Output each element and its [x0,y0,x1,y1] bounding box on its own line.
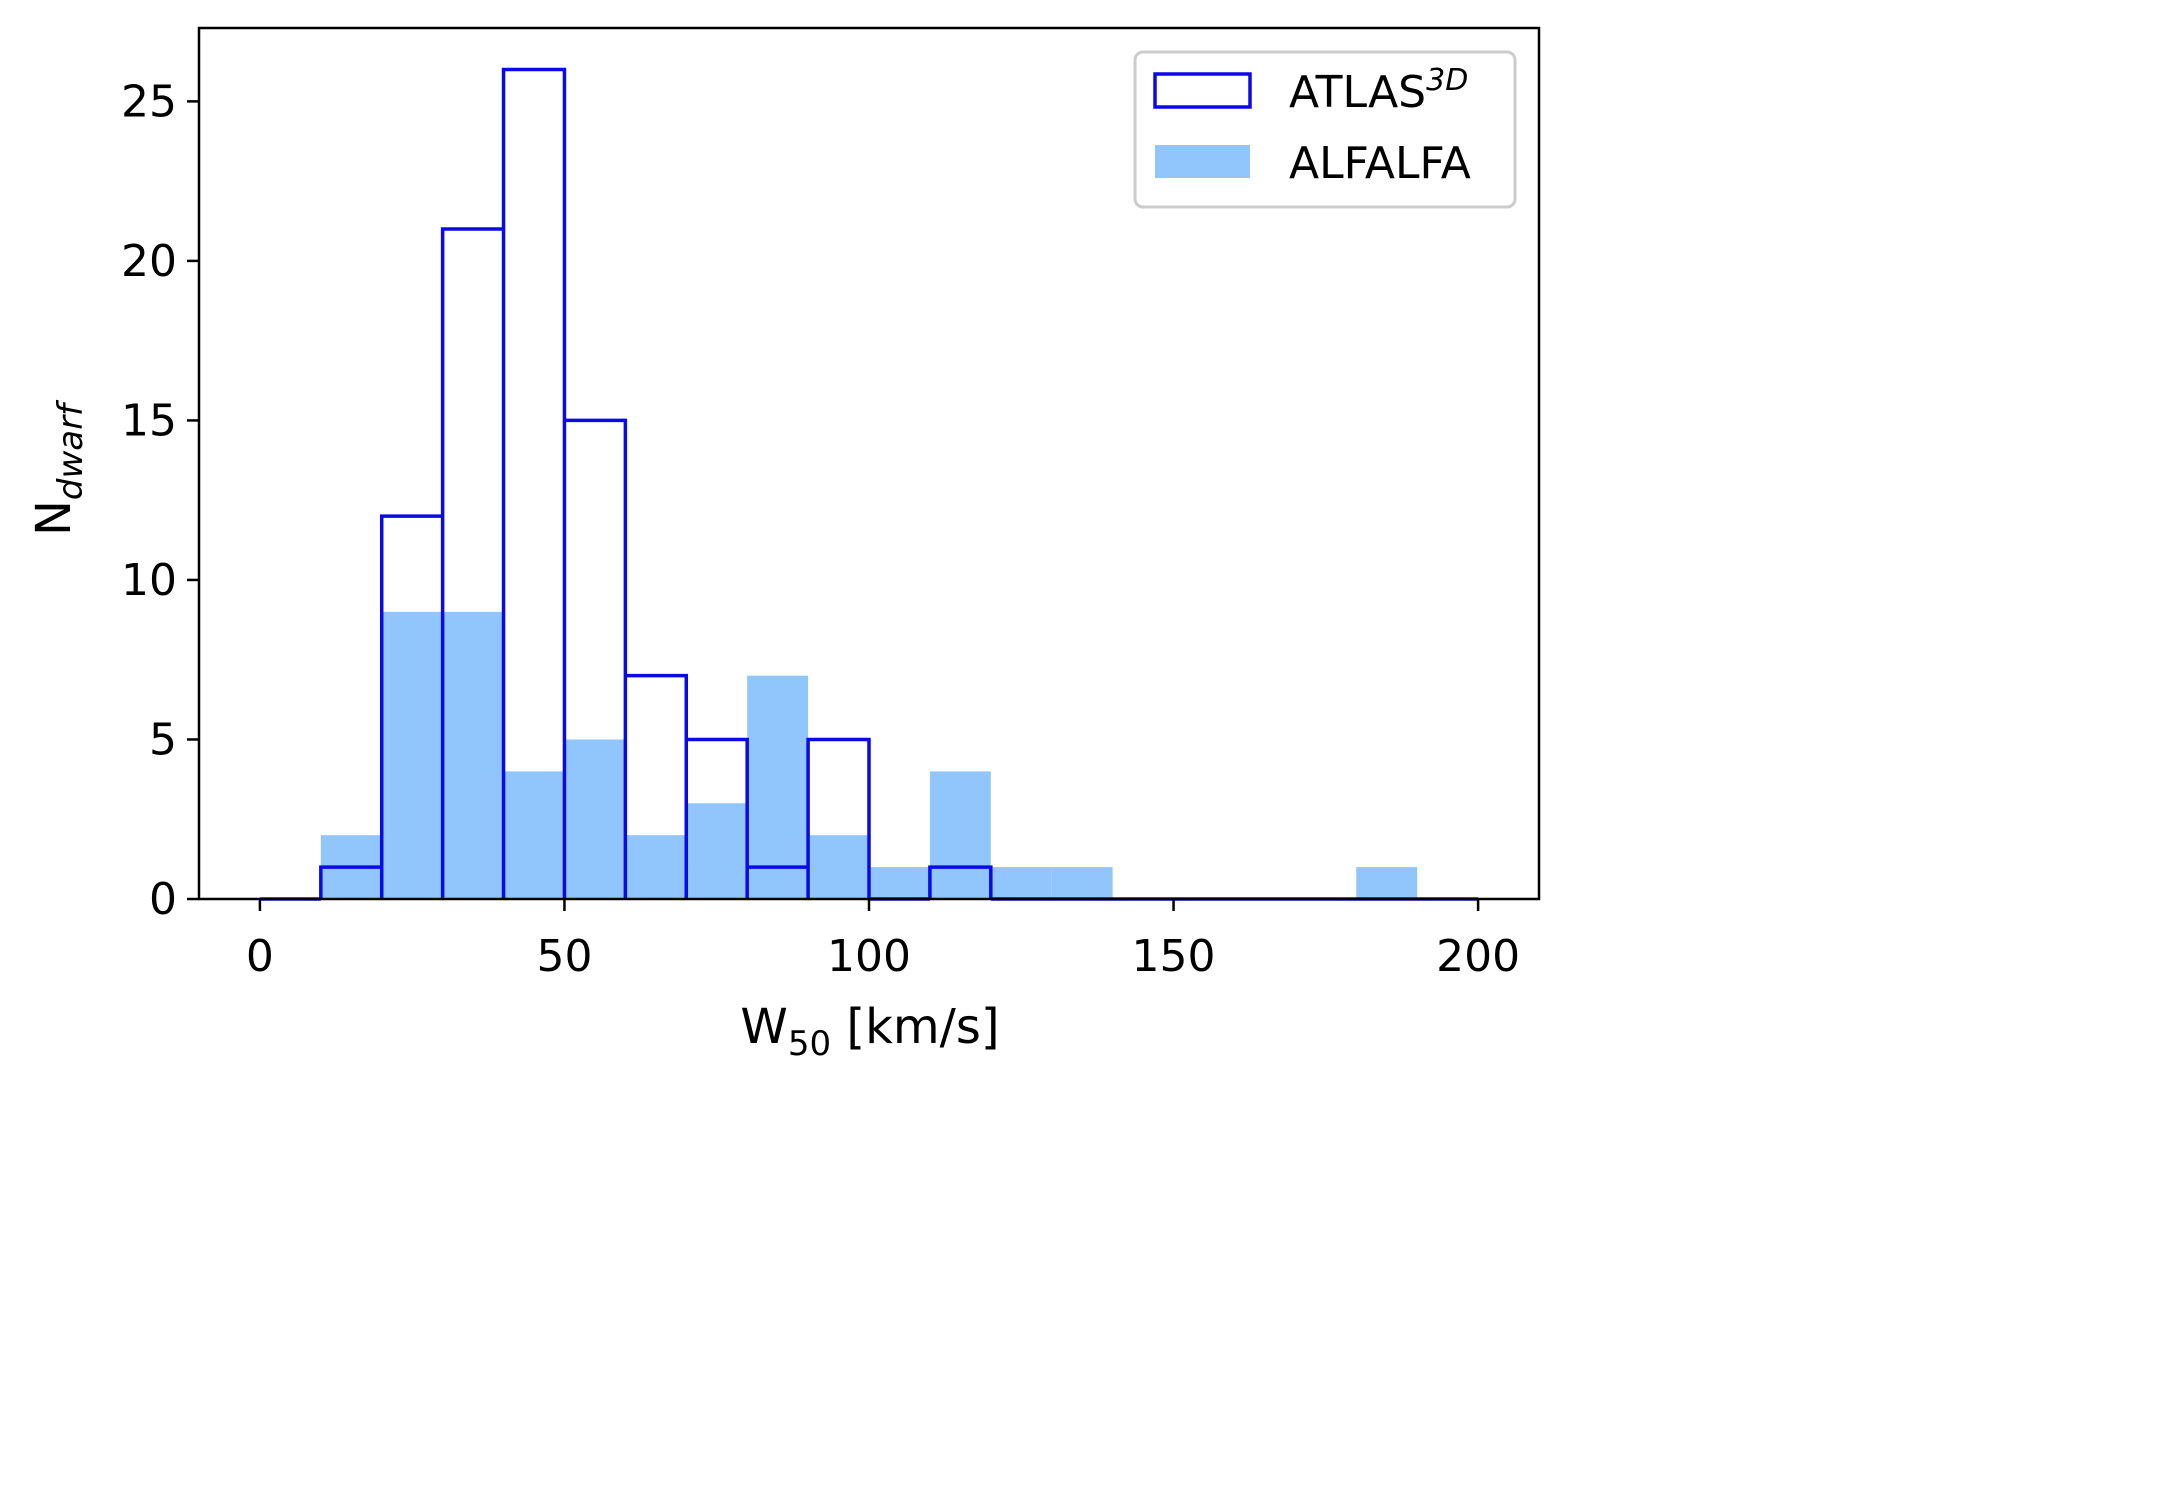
legend-label-atlas-superscript: 3D [1426,63,1468,98]
alfalfa-bar [808,835,869,899]
y-axis-label-main: N [26,500,82,536]
alfalfa-bar [1356,867,1418,899]
legend-label-atlas: ATLAS3D [1289,63,1468,118]
alfalfa-bar [503,771,565,899]
y-tick-label: 10 [121,555,177,606]
alfalfa-bar [442,611,504,899]
legend-swatch-atlas [1153,72,1252,109]
x-tick-label: 150 [1132,931,1216,982]
alfalfa-bars [320,611,1418,899]
plot-area: 0 50 100 150 200 0 5 10 15 20 25 [121,26,1541,982]
y-axis-label-subscript: dwarf [51,399,91,500]
alfalfa-bar [564,739,626,899]
x-tick-label: 50 [536,931,592,982]
x-axis-label-main: W [740,999,787,1055]
x-axis-label-unit: [km/s] [831,999,999,1055]
alfalfa-bar [686,803,748,899]
x-axis-ticks: 0 50 100 150 200 [246,899,1520,982]
alfalfa-bar [747,675,809,899]
alfalfa-bar [869,867,930,899]
x-tick-label: 200 [1436,931,1520,982]
y-axis-ticks: 0 5 10 15 20 25 [121,76,199,925]
alfalfa-bar [990,867,1052,899]
y-tick-label: 25 [121,76,177,127]
x-tick-label: 0 [246,931,274,982]
y-tick-label: 20 [121,236,177,287]
y-tick-label: 5 [149,714,177,765]
legend: ATLAS3D ALFALFA [1133,50,1517,209]
alfalfa-bar [381,611,443,899]
x-tick-label: 100 [827,931,911,982]
y-tick-label: 0 [149,874,177,925]
y-tick-label: 15 [121,395,177,446]
alfalfa-bar [625,835,687,899]
legend-label-atlas-main: ATLAS [1289,67,1426,118]
alfalfa-bar [929,771,991,899]
x-axis-label-subscript: 50 [788,1024,831,1064]
legend-swatch-alfalfa [1155,145,1250,178]
legend-label-alfalfa: ALFALFA [1289,138,1471,189]
alfalfa-bar [1051,867,1113,899]
x-axis-label: W50 [km/s] [740,999,999,1064]
y-axis-label: Ndwarf [26,399,91,536]
